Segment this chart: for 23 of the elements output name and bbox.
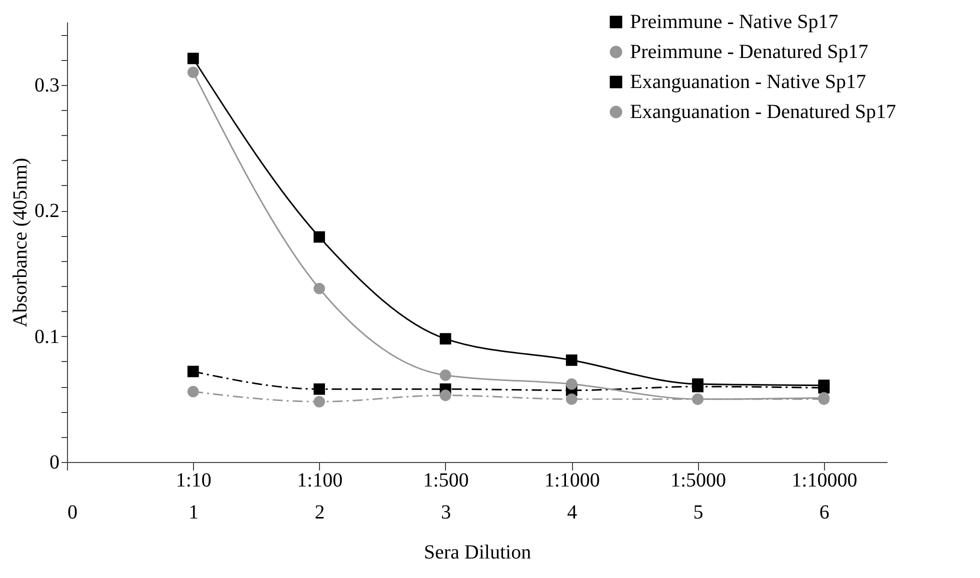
legend-label: Exanguanation - Denatured Sp17	[630, 101, 896, 123]
x-tick-label: 1:10	[176, 470, 212, 492]
legend-label: Exanguanation - Native Sp17	[630, 71, 866, 93]
y-axis-title: Absorbance (405nm)	[10, 158, 32, 328]
y-tick-label: 0.1	[34, 326, 60, 348]
x2-tick-label: 0	[68, 502, 78, 524]
x2-tick-label: 3	[440, 502, 451, 524]
x-tick-label: 1:10000	[792, 470, 858, 492]
x-tick-label: 1:500	[423, 470, 469, 492]
x-tick-label: 1:5000	[670, 470, 726, 492]
y-tick-label: 0	[50, 452, 60, 474]
legend-label: Preimmune - Native Sp17	[630, 11, 838, 33]
x2-tick-label: 1	[188, 502, 199, 524]
x-axis-title: Sera Dilution	[424, 542, 532, 564]
x2-tick-label: 2	[314, 502, 325, 524]
x2-tick-label: 5	[693, 502, 704, 524]
x-tick-label: 1:1000	[544, 470, 600, 492]
legend-label: Preimmune - Denatured Sp17	[630, 41, 868, 63]
x2-tick-label: 6	[819, 502, 830, 524]
x2-tick-label: 4	[567, 502, 578, 524]
y-tick-label: 0.2	[34, 200, 60, 222]
y-tick-label: 0.3	[34, 74, 60, 96]
x-tick-label: 1:100	[297, 470, 343, 492]
